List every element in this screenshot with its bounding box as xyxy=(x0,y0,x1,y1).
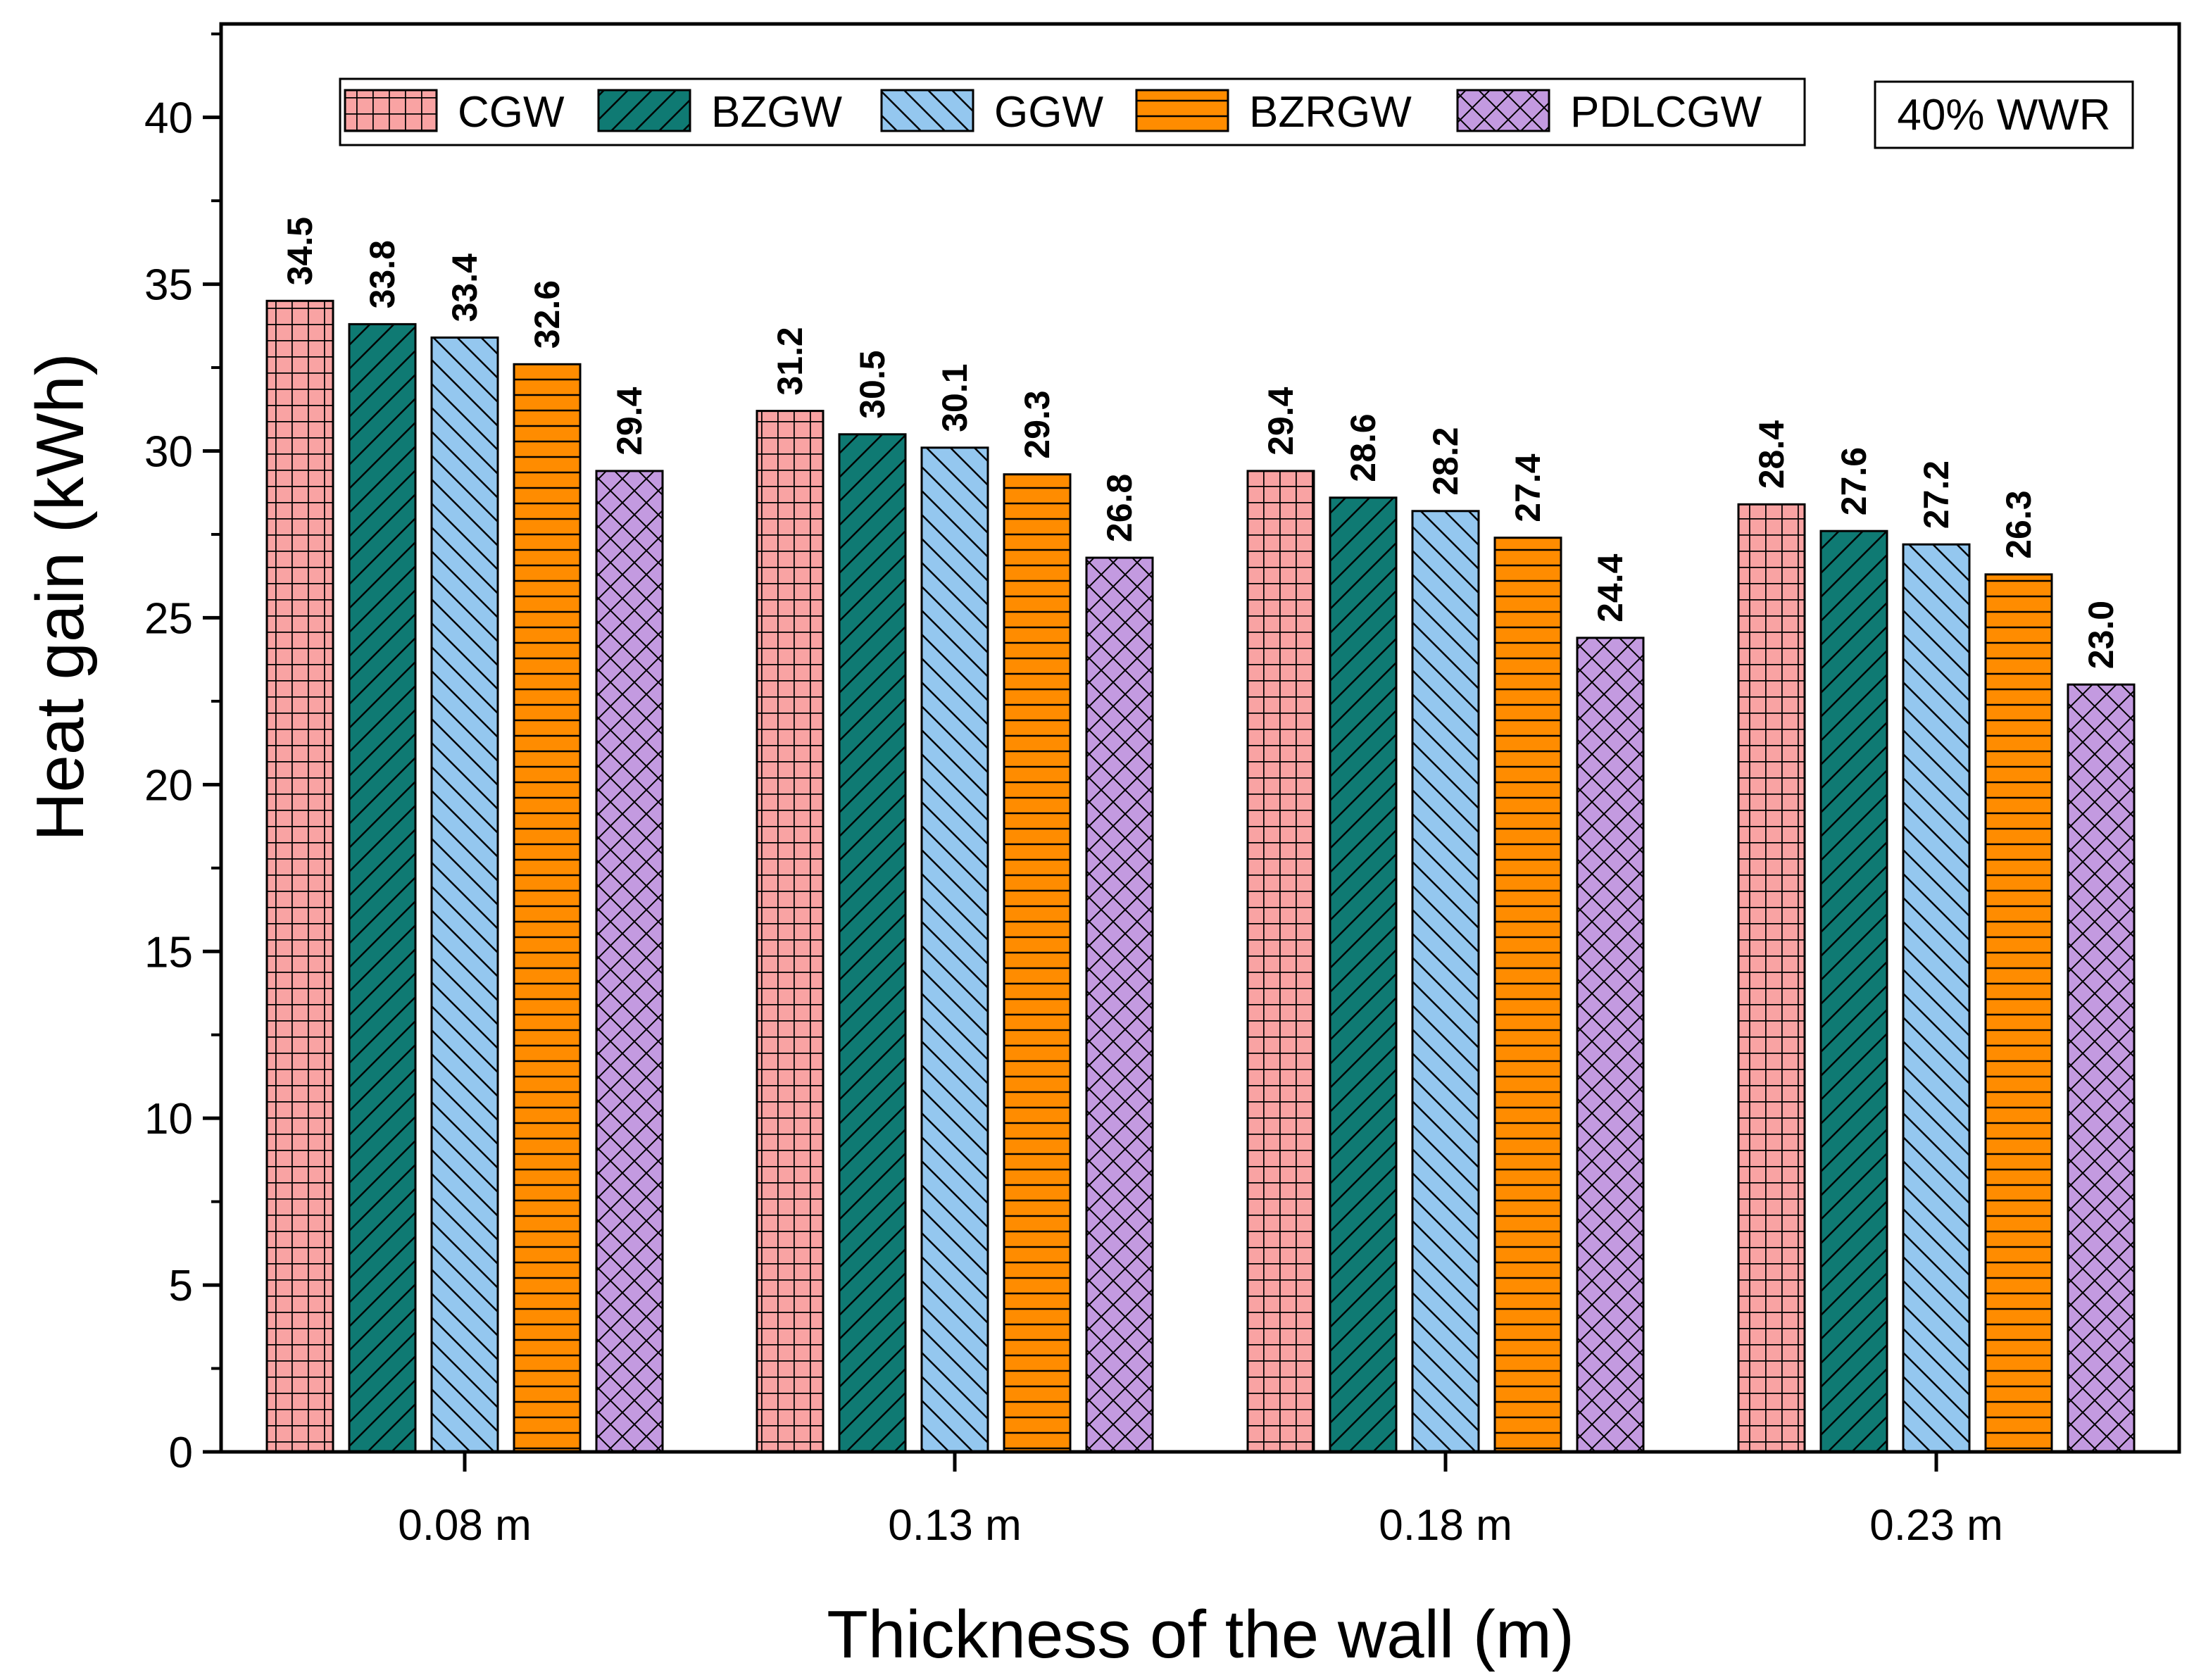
y-tick-label-10: 10 xyxy=(144,1095,193,1143)
annotation-box: 40% WWR xyxy=(1874,80,2134,149)
data-labels-layer: 34.5 31.2 29.4 28.4 33.8 30.5 28.6 27.6 33.4 30.1… xyxy=(280,217,2121,669)
x-tick-label-2: 0.13 m xyxy=(888,1501,1022,1550)
bar-ggw-3 xyxy=(1411,510,1480,1453)
data-label-pdlcgw-4: 23.0 xyxy=(2081,601,2121,669)
bar-bzgw-2 xyxy=(838,433,907,1453)
y-tick-label-20: 20 xyxy=(144,761,193,810)
legend-swatch-ggw xyxy=(880,89,974,132)
bar-cgw-3 xyxy=(1246,470,1315,1453)
bar-cgw-2 xyxy=(756,410,825,1453)
bar-cgw-4 xyxy=(1737,503,1806,1453)
data-label-pdlcgw-3: 24.4 xyxy=(1591,553,1630,622)
data-label-bzgw-3: 28.6 xyxy=(1343,413,1383,482)
bar-pdlcgw-2 xyxy=(1085,556,1154,1453)
bar-bzgw-3 xyxy=(1329,496,1398,1453)
data-label-pdlcgw-2: 26.8 xyxy=(1100,474,1139,542)
data-label-bzgw-2: 30.5 xyxy=(853,350,892,418)
data-label-bzgw-1: 33.8 xyxy=(363,240,402,308)
data-label-ggw-1: 33.4 xyxy=(445,253,484,322)
x-axis: 0.08 m 0.13 m 0.18 m 0.23 m xyxy=(398,1452,2003,1550)
x-tick-label-3: 0.18 m xyxy=(1379,1501,1512,1550)
plot-frame xyxy=(219,22,2181,1454)
data-label-ggw-3: 28.2 xyxy=(1426,427,1465,495)
bar-bzgw-4 xyxy=(1819,529,1888,1453)
legend-label-bzgw: BZGW xyxy=(711,88,842,137)
data-label-ggw-2: 30.1 xyxy=(935,363,974,432)
x-tick-label-4: 0.23 m xyxy=(1869,1501,2003,1550)
bar-ggw-2 xyxy=(920,446,989,1453)
bar-bzrgw-3 xyxy=(1493,537,1562,1453)
data-label-cgw-2: 31.2 xyxy=(770,327,810,395)
legend-label-pdlcgw: PDLCGW xyxy=(1570,88,1762,137)
data-label-bzrgw-3: 27.4 xyxy=(1508,453,1548,522)
annotation-frame xyxy=(1874,80,2134,149)
bar-bzrgw-4 xyxy=(1984,573,2053,1453)
bar-pdlcgw-1 xyxy=(595,470,664,1453)
annotation-label: 40% WWR xyxy=(1897,91,2110,139)
data-label-pdlcgw-1: 29.4 xyxy=(610,387,649,456)
legend-box xyxy=(339,77,1806,146)
bar-bzrgw-2 xyxy=(1003,473,1072,1453)
data-label-bzrgw-2: 29.3 xyxy=(1017,390,1057,458)
legend-label-cgw: CGW xyxy=(458,88,565,137)
y-tick-label-25: 25 xyxy=(144,594,193,643)
x-axis-title: Thickness of the wall (m) xyxy=(827,1597,1574,1672)
data-label-cgw-3: 29.4 xyxy=(1261,387,1300,456)
y-tick-label-0: 0 xyxy=(169,1429,193,1477)
bar-cgw-1 xyxy=(265,299,334,1453)
legend-swatch-pdlcgw xyxy=(1456,89,1550,132)
y-tick-label-5: 5 xyxy=(169,1262,193,1310)
legend-label-bzrgw: BZRGW xyxy=(1249,88,1412,137)
legend-label-ggw: GGW xyxy=(994,88,1103,137)
legend-items: CGW BZGW GGW BZRGW PDLCGW xyxy=(344,88,1762,137)
bar-bzrgw-1 xyxy=(513,363,582,1453)
legend: CGW BZGW GGW BZRGW PDLCGW xyxy=(339,77,1806,146)
y-axis: 0 5 10 15 20 25 30 35 40 xyxy=(144,32,221,1477)
bar-ggw-1 xyxy=(430,336,499,1453)
y-tick-label-30: 30 xyxy=(144,428,193,477)
bar-pdlcgw-4 xyxy=(2067,683,2136,1453)
legend-swatch-bzgw xyxy=(597,89,691,132)
x-tick-label-1: 0.08 m xyxy=(398,1501,532,1550)
data-label-bzrgw-1: 32.6 xyxy=(527,280,567,349)
y-tick-label-35: 35 xyxy=(144,261,193,310)
data-label-bzgw-4: 27.6 xyxy=(1834,447,1874,515)
data-label-cgw-1: 34.5 xyxy=(280,217,320,285)
bars-layer xyxy=(265,299,2136,1453)
bar-ggw-4 xyxy=(1902,543,1971,1453)
bar-bzgw-1 xyxy=(348,322,417,1453)
legend-swatch-bzrgw xyxy=(1135,89,1229,132)
y-tick-label-15: 15 xyxy=(144,928,193,977)
y-tick-label-40: 40 xyxy=(144,94,193,143)
legend-swatch-cgw xyxy=(344,89,438,132)
data-label-ggw-4: 27.2 xyxy=(1917,460,1956,529)
y-axis-title: Heat gain (kWh) xyxy=(23,353,98,841)
bar-pdlcgw-3 xyxy=(1576,637,1645,1453)
data-label-cgw-4: 28.4 xyxy=(1752,420,1791,489)
data-label-bzrgw-4: 26.3 xyxy=(1999,490,2038,558)
